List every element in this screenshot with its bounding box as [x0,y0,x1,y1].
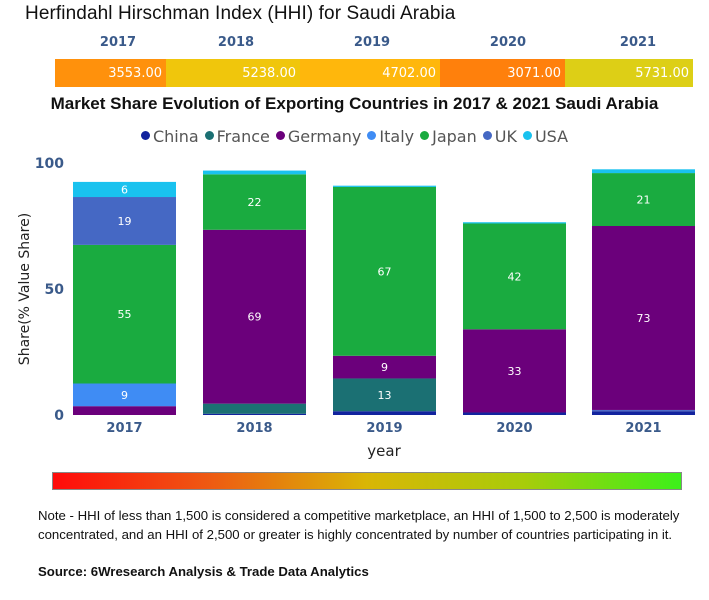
bar-segment-italy-2017[interactable] [73,383,176,407]
data-labels: 9 55 19 6 69 22 13 9 67 33 42 73 21 [118,183,651,401]
bar-segment-usa-2018[interactable] [203,170,306,175]
bar-segment-china-2018[interactable] [203,413,306,415]
bar-segment-uk-2017[interactable] [73,197,176,245]
legend-dot-icon [420,131,430,140]
legend-item-china[interactable]: China [140,127,199,146]
legend-label: China [152,127,199,146]
hhi-title: Herfindahl Hirschman Index (HHI) for Sau… [25,3,456,24]
data-label: 13 [378,389,392,402]
bar-segment-france-2018[interactable] [203,403,306,414]
bar-segment-germany-2017[interactable] [73,406,176,415]
y-tick-label: 0 [54,408,64,424]
bar-segment-uk-low-2021[interactable] [592,409,695,412]
y-axis-title: Share(% Value Share) [17,213,33,365]
x-tick-label: 2020 [496,421,532,436]
data-label: 22 [248,196,262,209]
legend-dot-icon [140,131,150,140]
legend-dot-icon [275,131,285,140]
x-tick-label: 2021 [625,421,661,436]
bar-segment-china-2019[interactable] [333,411,436,415]
x-tick-label: 2017 [106,421,142,436]
data-label: 6 [121,183,128,196]
bar-segment-usa-2019[interactable] [333,185,436,187]
bar-segment-japan-2020[interactable] [463,223,566,330]
legend-label: Japan [432,127,477,146]
data-label: 69 [248,311,262,324]
legend-label: USA [534,127,569,146]
bar-segment-japan-2021[interactable] [592,173,695,226]
hhi-bar: 3553.00 5238.00 4702.00 3071.00 5731.00 [55,59,693,87]
bar-segment-usa-2021[interactable] [592,169,695,174]
note-text: Note - HHI of less than 1,500 is conside… [38,508,680,542]
legend-label: UK [494,127,517,146]
data-label: 19 [118,215,132,228]
hhi-year-label: 2021 [619,35,657,50]
chart-legend: China France Germany Italy Japan UK USA [0,127,709,146]
legend-item-japan[interactable]: Japan [420,127,477,146]
hhi-year-label: 2019 [353,35,391,50]
legend-label: Germany [287,127,362,146]
x-axis-title: year [367,442,401,460]
bar-segment-usa-2020[interactable] [463,222,566,224]
bars [73,169,695,415]
hhi-year-label: 2018 [217,35,255,50]
hhi-segment: 5731.00 [565,59,693,87]
chart-title: Market Share Evolution of Exporting Coun… [50,94,659,113]
data-label: 21 [637,194,651,207]
legend-item-germany[interactable]: Germany [275,127,362,146]
bar-segment-china-2021[interactable] [592,411,695,415]
legend-item-uk[interactable]: UK [482,127,517,146]
hhi-segment: 4702.00 [300,59,440,87]
legend-item-france[interactable]: France [204,127,270,146]
y-tick-label: 100 [35,156,64,172]
data-label: 9 [381,361,388,374]
hhi-color-scale [52,472,682,490]
bar-segment-germany-2020[interactable] [463,329,566,413]
axes: 0 50 100 Share(% Value Share) 2017 2018 2019 20… [17,156,662,460]
hhi-year-label: 2017 [99,35,137,50]
x-tick-label: 2018 [236,421,272,436]
bar-segment-japan-2017[interactable] [73,244,176,384]
bar-segment-germany-2021[interactable] [592,226,695,410]
stacked-bar-chart: 0 50 100 Share(% Value Share) 2017 2018 2019 20… [17,156,695,460]
data-label: 9 [121,389,128,402]
x-tick-label: 2019 [366,421,402,436]
y-tick-label: 50 [45,282,65,298]
bar-segment-china-2020[interactable] [463,412,566,415]
hhi-segment: 5238.00 [166,59,300,87]
legend-label: Italy [379,127,415,146]
bar-segment-germany-2018[interactable] [203,229,306,404]
legend-label: France [216,127,270,146]
hhi-segment: 3071.00 [440,59,565,87]
legend-dot-icon [204,131,214,140]
data-label: 73 [637,312,651,325]
bar-segment-france-2019[interactable] [333,378,436,412]
data-label: 55 [118,308,132,321]
data-label: 33 [508,365,522,378]
legend-dot-icon [367,131,377,140]
source-text: Source: 6Wresearch Analysis & Trade Data… [38,564,369,579]
legend-dot-icon [522,131,532,140]
bar-segment-usa-2017[interactable] [73,181,176,198]
bar-segment-japan-2019[interactable] [333,186,436,356]
legend-item-usa[interactable]: USA [522,127,569,146]
data-label: 42 [508,270,522,283]
hhi-year-label: 2020 [489,35,527,50]
legend-dot-icon [482,131,492,140]
data-label: 67 [378,265,392,278]
hhi-segment: 3553.00 [55,59,166,87]
bar-segment-japan-2018[interactable] [203,174,306,230]
legend-item-italy[interactable]: Italy [367,127,414,146]
bar-segment-germany-2019[interactable] [333,355,436,379]
